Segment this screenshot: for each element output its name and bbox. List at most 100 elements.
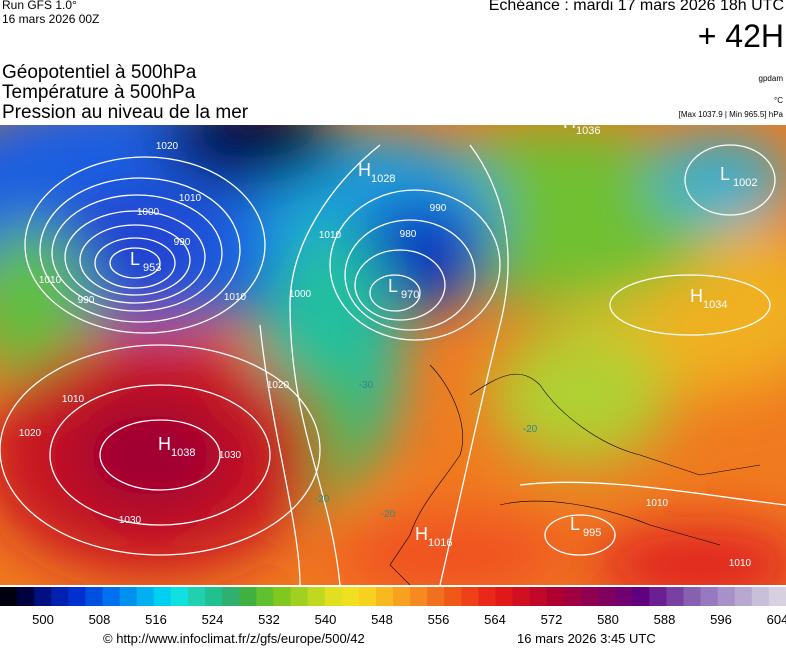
isobar-label: 990: [78, 295, 95, 306]
color-swatch: [187, 587, 206, 606]
colorbar-label: 540: [315, 612, 337, 627]
isobar-label: 1020: [19, 428, 42, 439]
isobars: [0, 144, 786, 585]
color-swatch: [205, 587, 223, 606]
center-type: H: [158, 434, 171, 454]
center-value: 1034: [703, 299, 727, 311]
color-swatch: [563, 587, 582, 606]
coastlines: [389, 364, 761, 585]
isobar-label: 1030: [219, 450, 242, 461]
field: Pression au niveau de la mer: [2, 102, 249, 123]
center-value: 970: [401, 289, 419, 301]
color-swatch: [290, 587, 309, 606]
temperature-field: [0, 125, 786, 585]
center-type: L: [570, 514, 580, 534]
center-type: H: [563, 125, 576, 132]
isobar-label: 1030: [119, 515, 142, 526]
run: Run GFS 1.0°: [2, 0, 77, 12]
colorbar-label: 564: [484, 612, 506, 627]
colorbar-label: 516: [145, 612, 167, 627]
colorbar-label: 580: [597, 612, 619, 627]
isobar-label: 1010: [224, 292, 247, 303]
center-value: 1002: [733, 177, 757, 189]
color-swatch: [700, 587, 719, 606]
center-value: 1016: [428, 537, 452, 549]
color-swatch: [68, 587, 86, 606]
source: © http://www.infoclimat.fr/z/gfs/europe/…: [103, 631, 365, 646]
isobar-label: 1010: [179, 193, 202, 204]
colorbar-label: 532: [258, 612, 280, 627]
color-swatch: [512, 587, 531, 606]
color-swatch: [153, 587, 172, 606]
valid-time: Echéance : mardi 17 mars 2026 18h UTC: [488, 0, 784, 14]
color-swatch: [0, 587, 18, 606]
color-swatch: [307, 587, 326, 606]
unit: °C: [774, 96, 783, 105]
color-swatch: [427, 587, 445, 606]
color-swatch: [461, 587, 479, 606]
center-type: L: [130, 249, 140, 269]
color-swatch: [85, 587, 104, 606]
unit: gpdam: [758, 74, 783, 83]
color-swatch: [375, 587, 394, 606]
temperature-label: -20: [381, 509, 396, 520]
color-swatch: [649, 587, 667, 606]
isobar-label: 990: [430, 203, 447, 214]
isobar-label: 1010: [319, 230, 342, 241]
colorbar-label: 524: [202, 612, 224, 627]
color-swatch: [17, 587, 35, 606]
center-value: 1038: [171, 447, 195, 459]
color-swatch: [666, 587, 684, 606]
colorbar: 500 508 516 524 532 540 548 556 564 572 580 588 596 6…: [0, 587, 786, 627]
colorbar-label: 556: [428, 612, 450, 627]
color-swatch: [222, 587, 240, 606]
temperature-label: -20: [523, 424, 538, 435]
color-swatch: [136, 587, 155, 606]
color-swatch: [34, 587, 52, 606]
color-swatch: [495, 587, 514, 606]
isobar-label: 1010: [646, 498, 669, 509]
color-swatch: [751, 587, 770, 606]
center-type: H: [690, 286, 703, 306]
center-type: H: [358, 160, 371, 180]
colorbar-label: 500: [32, 612, 54, 627]
isobar-label: 990: [174, 237, 191, 248]
colorbar-label: 572: [541, 612, 563, 627]
color-swatch: [717, 587, 736, 606]
color-swatch: [478, 587, 497, 606]
center-type: L: [388, 276, 398, 296]
color-swatch: [546, 587, 565, 606]
isobar-label: 1020: [156, 141, 179, 152]
color-swatch: [119, 587, 138, 606]
isobar-label: 1010: [729, 558, 752, 569]
temperature-label: -20: [315, 494, 330, 505]
colorbar-label: 508: [89, 612, 111, 627]
center-value: 995: [583, 527, 601, 539]
center-type: H: [415, 524, 428, 544]
color-swatch: [529, 587, 548, 606]
isobar-label: 1010: [62, 394, 85, 405]
center-value: 1036: [576, 125, 600, 137]
isobar-label: 1010: [39, 275, 62, 286]
map: H1036H1028L1002L953L970H1034H1038H1016L9…: [0, 125, 786, 585]
center-value: 1028: [371, 173, 395, 185]
isobar-label: 980: [400, 229, 417, 240]
isobar-label: 1000: [137, 207, 160, 218]
color-swatch: [341, 587, 360, 606]
color-swatch: [239, 587, 257, 606]
color-swatch: [598, 587, 616, 606]
color-swatch: [683, 587, 702, 606]
lead-time: + 42H: [697, 18, 784, 54]
colorbar-label: 596: [710, 612, 732, 627]
color-swatch: [358, 587, 377, 606]
color-swatch: [102, 587, 121, 606]
color-swatch: [580, 587, 599, 606]
color-swatch: [615, 587, 633, 606]
center-value: 953: [143, 262, 161, 274]
color-swatch: [170, 587, 189, 606]
color-swatch: [256, 587, 274, 606]
extremes: [Max 1037.9 | Min 965.5] hPa: [678, 110, 783, 119]
center-type: L: [720, 164, 730, 184]
isobar-label: 1020: [267, 380, 290, 391]
